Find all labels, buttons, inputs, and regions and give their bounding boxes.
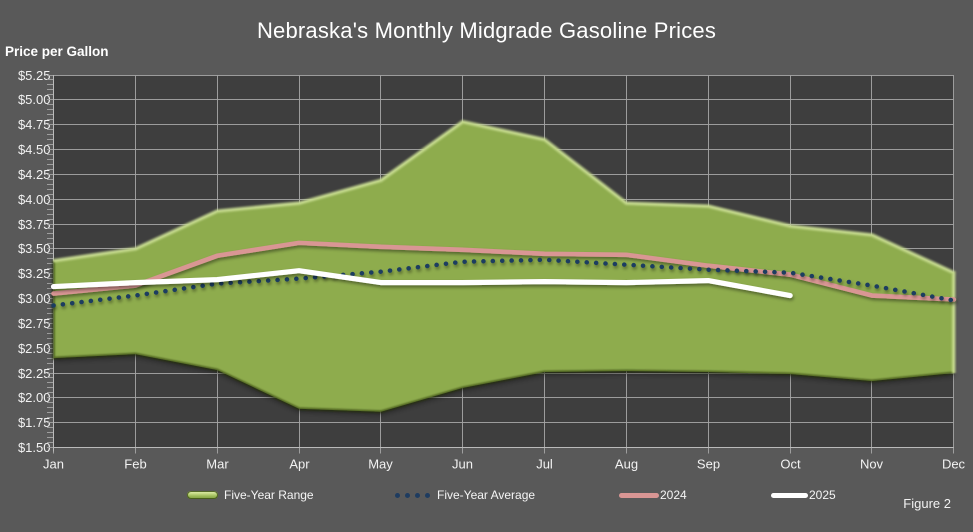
five-year-range-band: [53, 121, 954, 412]
y-tick-label: $3.25: [18, 266, 51, 281]
line-2024-swatch-icon: [619, 493, 659, 498]
range-band-highlight-edge: [53, 120, 955, 373]
legend-dot-icon: [425, 493, 430, 498]
x-tick-label: Feb: [124, 457, 146, 472]
y-tick-label: $2.75: [18, 316, 51, 331]
x-tick-label: Mar: [206, 457, 229, 472]
legend-dot-icon: [405, 493, 410, 498]
y-tick-label: $4.75: [18, 117, 51, 132]
legend-item-five-year-average: Five-Year Average: [437, 488, 536, 502]
line-2025: [50, 268, 793, 299]
y-tick-label: $3.50: [18, 241, 51, 256]
x-tick-label: Nov: [860, 457, 884, 472]
y-axis-title: Price per Gallon: [5, 44, 109, 59]
x-tick-label: Aug: [615, 457, 638, 472]
y-tick-label: $2.25: [18, 366, 51, 381]
five-year-average-line: [51, 257, 957, 308]
x-tick-label: May: [368, 457, 393, 472]
figure-label: Figure 2: [903, 496, 951, 511]
range-band-shadow-edge: [51, 260, 954, 414]
y-tick-label: $1.50: [18, 440, 51, 455]
x-tick-label: Jan: [43, 457, 64, 472]
x-tick-label: Jul: [536, 457, 553, 472]
y-tick-label: $4.50: [18, 142, 51, 157]
y-tick-label: $1.75: [18, 415, 51, 430]
legend-dot-icon: [415, 493, 420, 498]
x-tick-label: Dec: [942, 457, 966, 472]
line-2024: [51, 240, 957, 302]
x-tick-label: Jun: [452, 457, 473, 472]
legend-item-five-year-range: Five-Year Range: [224, 488, 314, 502]
legend-dot-icon: [395, 493, 400, 498]
y-tick-label: $4.25: [18, 167, 51, 182]
y-tick-label: $5.00: [18, 92, 51, 107]
x-tick-label: Apr: [289, 457, 310, 472]
line-2025-swatch-icon: [771, 493, 808, 498]
legend-item-2024: 2024: [660, 488, 687, 502]
y-tick-label: $2.50: [18, 341, 51, 356]
y-tick-label: $3.75: [18, 217, 51, 232]
y-tick-label: $2.00: [18, 390, 51, 405]
chart-title: Nebraska's Monthly Midgrade Gasoline Pri…: [256, 18, 717, 43]
x-tick-label: Sep: [697, 457, 720, 472]
legend: Five-Year Range Five-Year Average 2024 2…: [0, 484, 973, 506]
y-tick-label: $3.00: [18, 291, 51, 306]
x-tick-label: Oct: [780, 457, 801, 472]
five-year-average-swatch-icon: [395, 493, 431, 498]
y-tick-label: $5.25: [18, 68, 51, 83]
legend-item-2025: 2025: [809, 488, 836, 502]
y-tick-label: $4.00: [18, 192, 51, 207]
five-year-range-swatch-icon: [187, 491, 218, 499]
